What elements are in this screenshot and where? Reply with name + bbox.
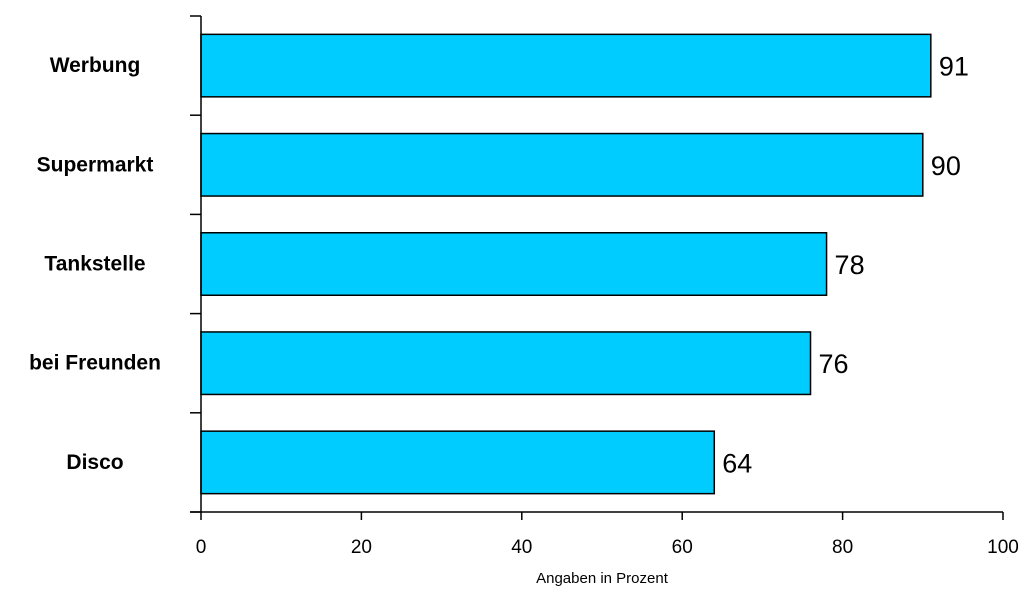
bars-layer (200, 33, 932, 495)
axes-layer (190, 15, 1004, 520)
category-label: Disco (66, 451, 123, 474)
bar-werbung (200, 33, 932, 98)
bar-bei-freunden (200, 331, 812, 396)
x-tick-label: 20 (351, 537, 372, 558)
data-label: 90 (931, 151, 961, 181)
category-label: Supermarkt (37, 153, 154, 176)
data-label: 78 (835, 250, 865, 280)
x-tick-label: 0 (196, 537, 207, 558)
data-label: 64 (722, 448, 752, 478)
x-tick-label: 80 (832, 537, 853, 558)
data-label: 76 (819, 349, 849, 379)
x-tick-label: 100 (987, 537, 1019, 558)
category-label: Tankstelle (44, 253, 145, 276)
labels-layer: Werbung 91 Supermarkt 90 Tankstelle 78 bei Fre… (29, 52, 1019, 558)
x-axis-title: Angaben in Prozent (536, 570, 669, 587)
x-tick-label: 60 (672, 537, 693, 558)
bar-disco (200, 430, 716, 495)
bar-tankstelle (200, 232, 828, 296)
data-label: 91 (939, 52, 969, 82)
category-label: bei Freunden (29, 352, 161, 375)
bar-supermarkt (200, 132, 924, 197)
x-tick-label: 40 (511, 537, 532, 558)
category-label: Werbung (50, 54, 141, 77)
